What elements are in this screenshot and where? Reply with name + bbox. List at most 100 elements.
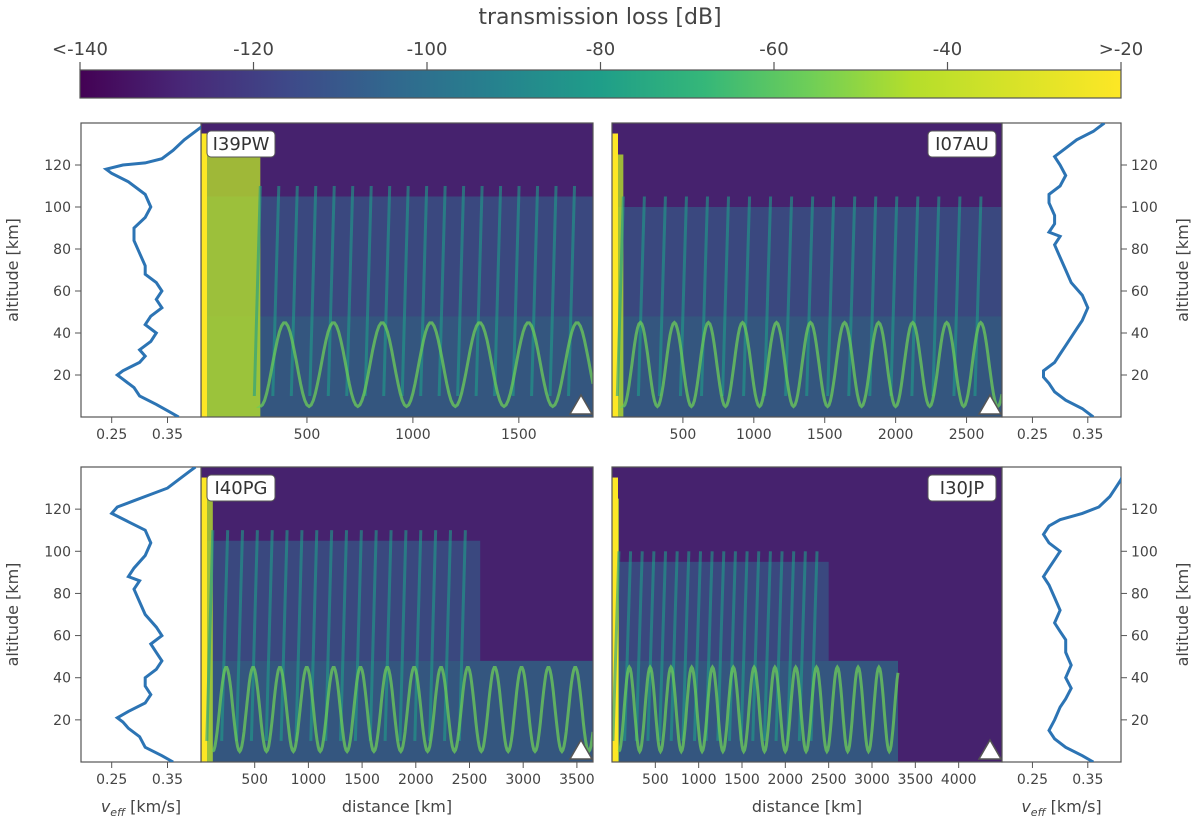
altitude-tick-label: 60	[53, 284, 71, 300]
heatmap-ray-streak	[727, 551, 737, 741]
veff-profile-line	[1041, 475, 1121, 762]
heatmap-ray-streak	[339, 530, 349, 741]
heatmap-ray-streak	[437, 185, 447, 397]
veff-tick-label: 0.35	[1072, 772, 1103, 788]
heatmap-ray-streak	[400, 185, 410, 397]
heatmap-ray-streak	[751, 551, 761, 741]
heatmap-upper-zone	[201, 196, 593, 317]
heatmap-ray-streak	[235, 530, 245, 741]
heatmap-ray-streak	[279, 530, 289, 741]
veff-tick-label: 0.35	[152, 772, 183, 788]
heatmap-ray-streak	[220, 530, 230, 741]
colorbar: transmission loss [dB] <-140 -120 -100 -80 -…	[52, 5, 1143, 99]
altitude-axis-label: altitude [km]	[3, 218, 22, 322]
heatmap-ducted-arc	[211, 666, 593, 755]
heatmap-ray-streak	[289, 185, 299, 397]
heatmap-ray-streak	[363, 185, 373, 397]
heatmap-ray-streak	[474, 185, 484, 397]
heatmap-ray-streak	[419, 185, 429, 397]
veff-tick-label: 0.25	[1017, 772, 1048, 788]
veff-axis-label: veff [km/s]	[101, 797, 181, 819]
altitude-tick-label: 20	[53, 713, 71, 729]
heatmap-ray-streak	[294, 530, 304, 741]
heatmap-ray-streak	[353, 530, 363, 741]
colorbar-ticks: <-140 -120 -100 -80 -60 -40 >-20	[52, 39, 1143, 70]
colorbar-tick-label: -100	[407, 39, 448, 60]
altitude-tick-label: 120	[1131, 502, 1158, 518]
panel-i39pw: I39PW 500 1000 1500 0.25 0.35 20 40 60 80 100 120 al…	[3, 122, 594, 443]
heatmap-ray-streak	[428, 530, 438, 741]
heatmap-ray-streak	[847, 196, 857, 397]
heatmap-ray-streak	[249, 530, 259, 741]
distance-tick-label: 2000	[768, 772, 804, 788]
veff-tick-label: 0.25	[1017, 427, 1048, 443]
heatmap-ray-streak	[657, 196, 667, 397]
heatmap-lower-zone	[201, 316, 593, 417]
heatmap-ray-streak	[308, 185, 318, 397]
altitude-tick-label: 40	[1131, 326, 1149, 342]
altitude-tick-label: 100	[44, 544, 71, 560]
heatmap-ray-streak	[742, 196, 752, 397]
station-marker-icon	[568, 393, 594, 415]
colorbar-tick-label: >-20	[1099, 39, 1143, 60]
heatmap-source-edge	[612, 477, 618, 762]
heatmap-ray-streak	[456, 185, 466, 397]
distance-tick-label: 3500	[559, 772, 595, 788]
heatmap-ray-streak	[699, 196, 709, 397]
heatmap-ray-streak	[774, 551, 784, 741]
heatmap-ray-streak	[205, 530, 215, 741]
station-label: I30JP	[940, 478, 985, 499]
station-marker-icon	[977, 393, 1003, 415]
heatmap-ray-streak	[889, 196, 899, 397]
heatmap-source-edge	[612, 133, 618, 417]
veff-profile-line	[102, 125, 201, 417]
station-label: I07AU	[935, 134, 989, 155]
heatmap-ray-streak	[326, 185, 336, 397]
heatmap-ray-streak	[658, 551, 668, 741]
colorbar-label: transmission loss [dB]	[478, 5, 721, 30]
transmission-loss-heatmap	[201, 123, 593, 417]
distance-tick-label: 1500	[807, 427, 843, 443]
veff-tick-label: 0.35	[1072, 427, 1103, 443]
heatmap-ray-streak	[784, 196, 794, 397]
heatmap-source-column	[201, 154, 261, 417]
distance-tick-label: 1000	[681, 772, 717, 788]
heatmap-ray-streak	[615, 196, 625, 397]
veff-tick-label: 0.25	[96, 427, 127, 443]
altitude-tick-label: 120	[1131, 158, 1158, 174]
heatmap-ray-streak	[910, 196, 920, 397]
altitude-tick-label: 80	[1131, 242, 1149, 258]
heatmap-ray-streak	[413, 530, 423, 741]
heatmap-ray-streak	[382, 185, 392, 397]
station-label-box	[206, 130, 276, 158]
altitude-tick-label: 100	[44, 200, 71, 216]
station-label-box	[206, 474, 276, 502]
heatmap-upper-zone	[612, 207, 1002, 317]
heatmap-ray-streak	[368, 530, 378, 741]
station-label-box	[927, 474, 997, 502]
heatmap-ray-streak	[493, 185, 503, 397]
heatmap-ray-streak	[721, 196, 731, 397]
transmission-loss-heatmap	[612, 123, 1002, 417]
heatmap-source-edge	[201, 133, 207, 417]
heatmap-ray-streak	[973, 196, 983, 397]
heatmap-ray-streak	[762, 551, 772, 741]
heatmap-ray-streak	[763, 196, 773, 397]
heatmap-ray-streak	[826, 196, 836, 397]
heatmap-ray-streak	[786, 551, 796, 741]
station-marker-icon	[977, 738, 1003, 760]
heatmap-ray-streak	[252, 185, 262, 397]
colorbar-tick-label: <-140	[52, 39, 108, 60]
altitude-tick-label: 60	[1131, 629, 1149, 645]
altitude-tick-label: 80	[1131, 586, 1149, 602]
distance-tick-label: 1500	[724, 772, 760, 788]
panel-i30jp: I30JP 500 1000 1500 2000 2500 3000 3500 4000 dist…	[611, 466, 1192, 819]
distance-tick-label: 3000	[854, 772, 890, 788]
veff-tick-label: 0.25	[96, 772, 127, 788]
altitude-tick-label: 20	[1131, 713, 1149, 729]
station-label: I40PG	[214, 478, 267, 499]
heatmap-ray-streak	[530, 185, 540, 397]
veff-profile-frame	[1001, 466, 1122, 763]
distance-tick-label: 4000	[941, 772, 977, 788]
station-marker-icon	[568, 738, 594, 760]
